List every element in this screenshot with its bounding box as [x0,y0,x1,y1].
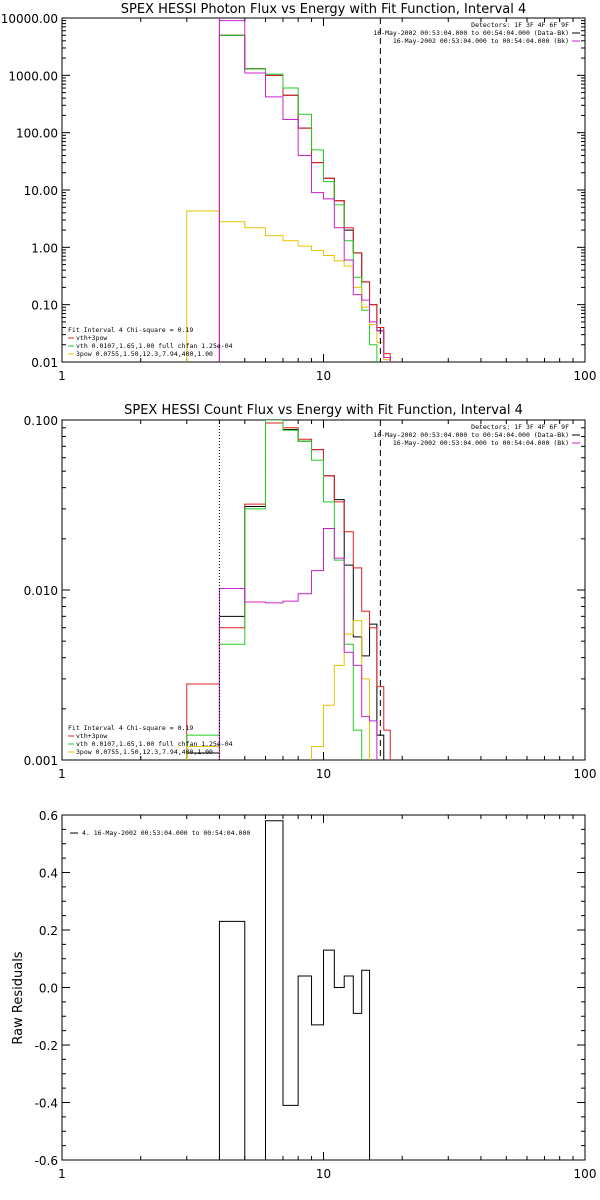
y-tick-label: 0.010 [24,584,58,598]
series-line-magenta [218,20,391,362]
series-line-magenta [218,528,378,760]
y-tick-label: 100.00 [16,127,58,141]
legend-entry: Detectors: 1F 3F 4F 6F 9F [471,21,569,29]
chart-title: SPEX HESSI Photon Flux vs Energy with Fi… [121,2,527,17]
legend-lower: Fit Interval 4 Chi-square = 0.19vth+3pow… [68,326,233,358]
legend-entry: 4. 16-May-2002 00:53:04.000 to 00:54:04.… [82,829,250,837]
y-tick-label: 0.2 [39,924,58,938]
y-tick-label: 10.00 [24,184,58,198]
y-tick-label: 0.6 [39,809,58,823]
legend-entry: Fit Interval 4 Chi-square = 0.19 [68,326,193,334]
y-tick-label: 0.4 [39,867,58,881]
y-tick-label: 1.00 [31,241,58,255]
y-tick-label: 0.100 [24,414,58,428]
legend-entry: 16-May-2002 00:53:04.000 to 00:54:04.000… [393,37,569,45]
x-tick-label: 10 [316,1167,331,1181]
y-tick-label: 0.0 [39,982,58,996]
y-ticks: 0.001 0.010 0.100 [24,414,585,768]
legend-entry: vth 0.0107,1.65,1.00 full chfan 1.25e-04 [76,342,233,350]
x-tick-label: 100 [574,369,597,383]
y-tick-label: -0.2 [35,1039,58,1053]
y-tick-label: 0.01 [31,356,58,370]
legend-entry: vth+3pow [76,732,107,740]
legend-entry: 16-May-2002 00:53:04.000 to 00:54:04.000… [393,439,569,447]
chart-panel-3: Raw Residuals 1 10 100 -0.6 -0.4 -0.2 0.0 0.2 0.4… [11,809,596,1181]
legend-entry: 16-May-2002 00:53:04.000 to 00:54:04.000… [373,29,569,37]
legend-lower: Fit Interval 4 Chi-square = 0.19vth+3pow… [68,724,233,756]
legend-entry: vth+3pow [76,334,107,342]
legend-entry: Detectors: 1F 3F 4F 6F 9F [471,423,569,431]
y-tick-label: 0.001 [24,754,58,768]
legend-entry: 3pow 0.0755,1.50,12.3,7.94,400,1.00 [76,748,213,756]
y-ticks: 0.01 0.10 1.00 10.00 100.00 1000.00 10000.00 [1,12,585,370]
legend-upper: 4. 16-May-2002 00:53:04.000 to 00:54:04.… [70,829,250,837]
legend-entry: 3pow 0.0755,1.50,12.3,7.94,400,1.00 [76,350,213,358]
x-tick-label: 1 [58,767,66,781]
x-tick-label: 10 [316,369,331,383]
y-ticks: -0.6 -0.4 -0.2 0.0 0.2 0.4 0.6 [35,809,585,1168]
x-ticks: 1 10 100 [58,420,596,781]
series-line-vth [186,420,363,760]
series-line-vth-3pow [186,422,391,760]
y-tick-label: -0.4 [35,1097,58,1111]
series-line-vth [218,34,378,362]
chart-panel-1: SPEX HESSI Photon Flux vs Energy with Fi… [1,2,597,383]
legend-entry: 16-May-2002 00:53:04.000 to 00:54:04.000… [373,431,569,439]
x-tick-label: 100 [574,1167,597,1181]
y-tick-label: -0.6 [35,1154,58,1168]
x-ticks: 1 10 100 [58,18,596,383]
x-tick-label: 100 [574,767,597,781]
series-line-3pow [186,620,371,760]
chart-panel-2: SPEX HESSI Count Flux vs Energy with Fit… [24,403,597,781]
x-tick-label: 1 [58,1167,66,1181]
x-ticks: 1 10 100 [58,815,596,1181]
legend-entry: Fit Interval 4 Chi-square = 0.19 [68,724,193,732]
series-group [186,420,391,760]
legend-entry: vth 0.0107,1.65,1.00 full chfan 1.25e-04 [76,740,233,748]
y-axis-label: Raw Residuals [11,951,26,1044]
series-line-4-16-may-2002-00-53-04-000-to-00-54-04-000 [218,820,381,1160]
y-tick-label: 0.10 [31,299,58,313]
y-tick-label: 10000.00 [1,12,58,26]
x-tick-label: 10 [316,767,331,781]
series-group [218,820,381,1160]
chart-title: SPEX HESSI Count Flux vs Energy with Fit… [124,403,523,418]
x-tick-label: 1 [58,369,66,383]
y-tick-label: 1000.00 [8,69,58,83]
